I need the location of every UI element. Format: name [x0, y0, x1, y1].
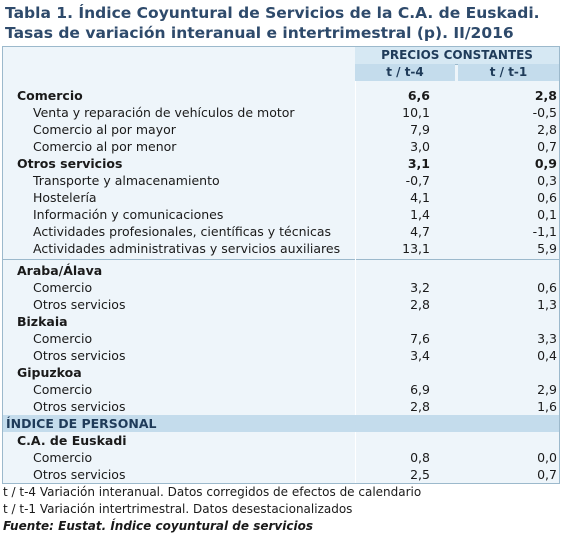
- table-row: Transporte y almacenamiento -0,7 0,3: [3, 172, 559, 189]
- row-label: Otros servicios: [33, 467, 126, 482]
- value-intertrimestral: 0,3: [537, 173, 557, 188]
- table-row: Araba/Álava: [3, 262, 559, 279]
- table-row: Venta y reparación de vehículos de motor…: [3, 104, 559, 121]
- value-interanual: 6,6: [407, 88, 430, 103]
- table-row: Otros servicios 3,4 0,4: [3, 347, 559, 364]
- table-row: Comercio 0,8 0,0: [3, 449, 559, 466]
- table-row: Otros servicios 2,8 1,3: [3, 296, 559, 313]
- title-line-1: Tabla 1. Índice Coyuntural de Servicios …: [5, 4, 540, 22]
- value-intertrimestral: 5,9: [537, 241, 557, 256]
- table-row: Actividades administrativas y servicios …: [3, 240, 559, 257]
- value-intertrimestral: 0,1: [537, 207, 557, 222]
- value-intertrimestral: 3,3: [537, 331, 557, 346]
- value-interanual: 3,1: [407, 156, 430, 171]
- table-row: Comercio 7,6 3,3: [3, 330, 559, 347]
- value-intertrimestral: 2,8: [537, 122, 557, 137]
- value-interanual: 13,1: [402, 241, 430, 256]
- block-personal: C.A. de Euskadi Comercio 0,8 0,0 Otros servi…: [3, 432, 559, 483]
- table-row: Gipuzkoa: [3, 364, 559, 381]
- note-interanual: t / t-4 Variación interanual. Datos corr…: [3, 485, 422, 499]
- value-interanual: 0,8: [410, 450, 430, 465]
- row-label: Otros servicios: [33, 399, 126, 414]
- value-intertrimestral: 0,6: [537, 190, 557, 205]
- table-row: Otros servicios 3,1 0,9: [3, 155, 559, 172]
- footnotes: t / t-4 Variación interanual. Datos corr…: [3, 484, 421, 535]
- table-row: Comercio al por mayor 7,9 2,8: [3, 121, 559, 138]
- column-divider: [355, 47, 356, 483]
- value-intertrimestral: 0,7: [537, 467, 557, 482]
- value-interanual: 7,6: [410, 331, 430, 346]
- block-territories: Araba/Álava Comercio 3,2 0,6 Otros servicios…: [3, 262, 559, 415]
- value-intertrimestral: 0,0: [537, 450, 557, 465]
- value-intertrimestral: 2,9: [537, 382, 557, 397]
- value-intertrimestral: 0,6: [537, 280, 557, 295]
- title-line-2: Tasas de variación interanual e intertri…: [5, 24, 514, 42]
- row-label: Otros servicios: [33, 348, 126, 363]
- value-interanual: 4,1: [410, 190, 430, 205]
- block-sectors: Comercio 6,6 2,8 Venta y reparación de vehí…: [3, 87, 559, 257]
- value-interanual: 6,9: [410, 382, 430, 397]
- value-intertrimestral: -0,5: [532, 105, 557, 120]
- value-intertrimestral: 2,8: [534, 88, 557, 103]
- row-label: Comercio: [33, 280, 93, 295]
- table-row: C.A. de Euskadi: [3, 432, 559, 449]
- value-intertrimestral: 0,7: [537, 139, 557, 154]
- table-row: Otros servicios 2,5 0,7: [3, 466, 559, 483]
- row-label: Araba/Álava: [17, 263, 103, 278]
- value-interanual: 4,7: [410, 224, 430, 239]
- row-label: Otros servicios: [17, 156, 123, 171]
- header-row-group: PRECIOS CONSTANTES: [3, 47, 559, 65]
- header-row-columns: t / t-4 t / t-1: [3, 64, 559, 81]
- row-label: Venta y reparación de vehículos de motor: [33, 105, 295, 120]
- table-row: Bizkaia: [3, 313, 559, 330]
- value-interanual: 3,4: [410, 348, 430, 363]
- value-interanual: 2,5: [410, 467, 430, 482]
- table-row: Comercio al por menor 3,0 0,7: [3, 138, 559, 155]
- table-row: Hostelería 4,1 0,6: [3, 189, 559, 206]
- row-label: Bizkaia: [17, 314, 68, 329]
- table-row: Comercio 6,9 2,9: [3, 381, 559, 398]
- separator: [3, 259, 559, 260]
- section-indice-personal: ÍNDICE DE PERSONAL: [3, 415, 559, 432]
- data-table: PRECIOS CONSTANTES t / t-4 t / t-1 Comer…: [2, 46, 560, 484]
- row-label: Comercio: [33, 450, 93, 465]
- row-label: Hostelería: [33, 190, 97, 205]
- value-intertrimestral: 1,3: [537, 297, 557, 312]
- row-label: Comercio: [17, 88, 83, 103]
- value-interanual: 1,4: [410, 207, 430, 222]
- row-label: Información y comunicaciones: [33, 207, 224, 222]
- row-label: C.A. de Euskadi: [17, 433, 127, 448]
- header-col-intertrimestral: t / t-1: [458, 64, 559, 81]
- value-intertrimestral: 0,9: [534, 156, 557, 171]
- value-interanual: 10,1: [402, 105, 430, 120]
- table-row: Comercio 6,6 2,8: [3, 87, 559, 104]
- row-label: Comercio: [33, 331, 93, 346]
- value-interanual: 3,0: [410, 139, 430, 154]
- value-intertrimestral: 0,4: [537, 348, 557, 363]
- value-intertrimestral: 1,6: [537, 399, 557, 414]
- source-note: Fuente: Eustat. Índice coyuntural de ser…: [3, 519, 313, 533]
- value-interanual: 7,9: [410, 122, 430, 137]
- row-label: Comercio al por mayor: [33, 122, 176, 137]
- row-label: Otros servicios: [33, 297, 126, 312]
- value-interanual: -0,7: [405, 173, 430, 188]
- row-label: Actividades profesionales, científicas y…: [33, 224, 332, 239]
- value-intertrimestral: -1,1: [532, 224, 557, 239]
- table-row: Otros servicios 2,8 1,6: [3, 398, 559, 415]
- row-label: Gipuzkoa: [17, 365, 82, 380]
- header-precios-constantes: PRECIOS CONSTANTES: [355, 47, 559, 65]
- note-intertrimestral: t / t-1 Variación intertrimestral. Datos…: [3, 502, 353, 516]
- value-interanual: 2,8: [410, 297, 430, 312]
- header-col-interanual: t / t-4: [355, 64, 455, 81]
- table-title: Tabla 1. Índice Coyuntural de Servicios …: [5, 3, 561, 43]
- table-row: Comercio 3,2 0,6: [3, 279, 559, 296]
- value-interanual: 2,8: [410, 399, 430, 414]
- table-row: Información y comunicaciones 1,4 0,1: [3, 206, 559, 223]
- row-label: Comercio al por menor: [33, 139, 177, 154]
- row-label: Actividades administrativas y servicios …: [33, 241, 341, 256]
- row-label: Transporte y almacenamiento: [33, 173, 220, 188]
- row-label: Comercio: [33, 382, 93, 397]
- table-row: Actividades profesionales, científicas y…: [3, 223, 559, 240]
- value-interanual: 3,2: [410, 280, 430, 295]
